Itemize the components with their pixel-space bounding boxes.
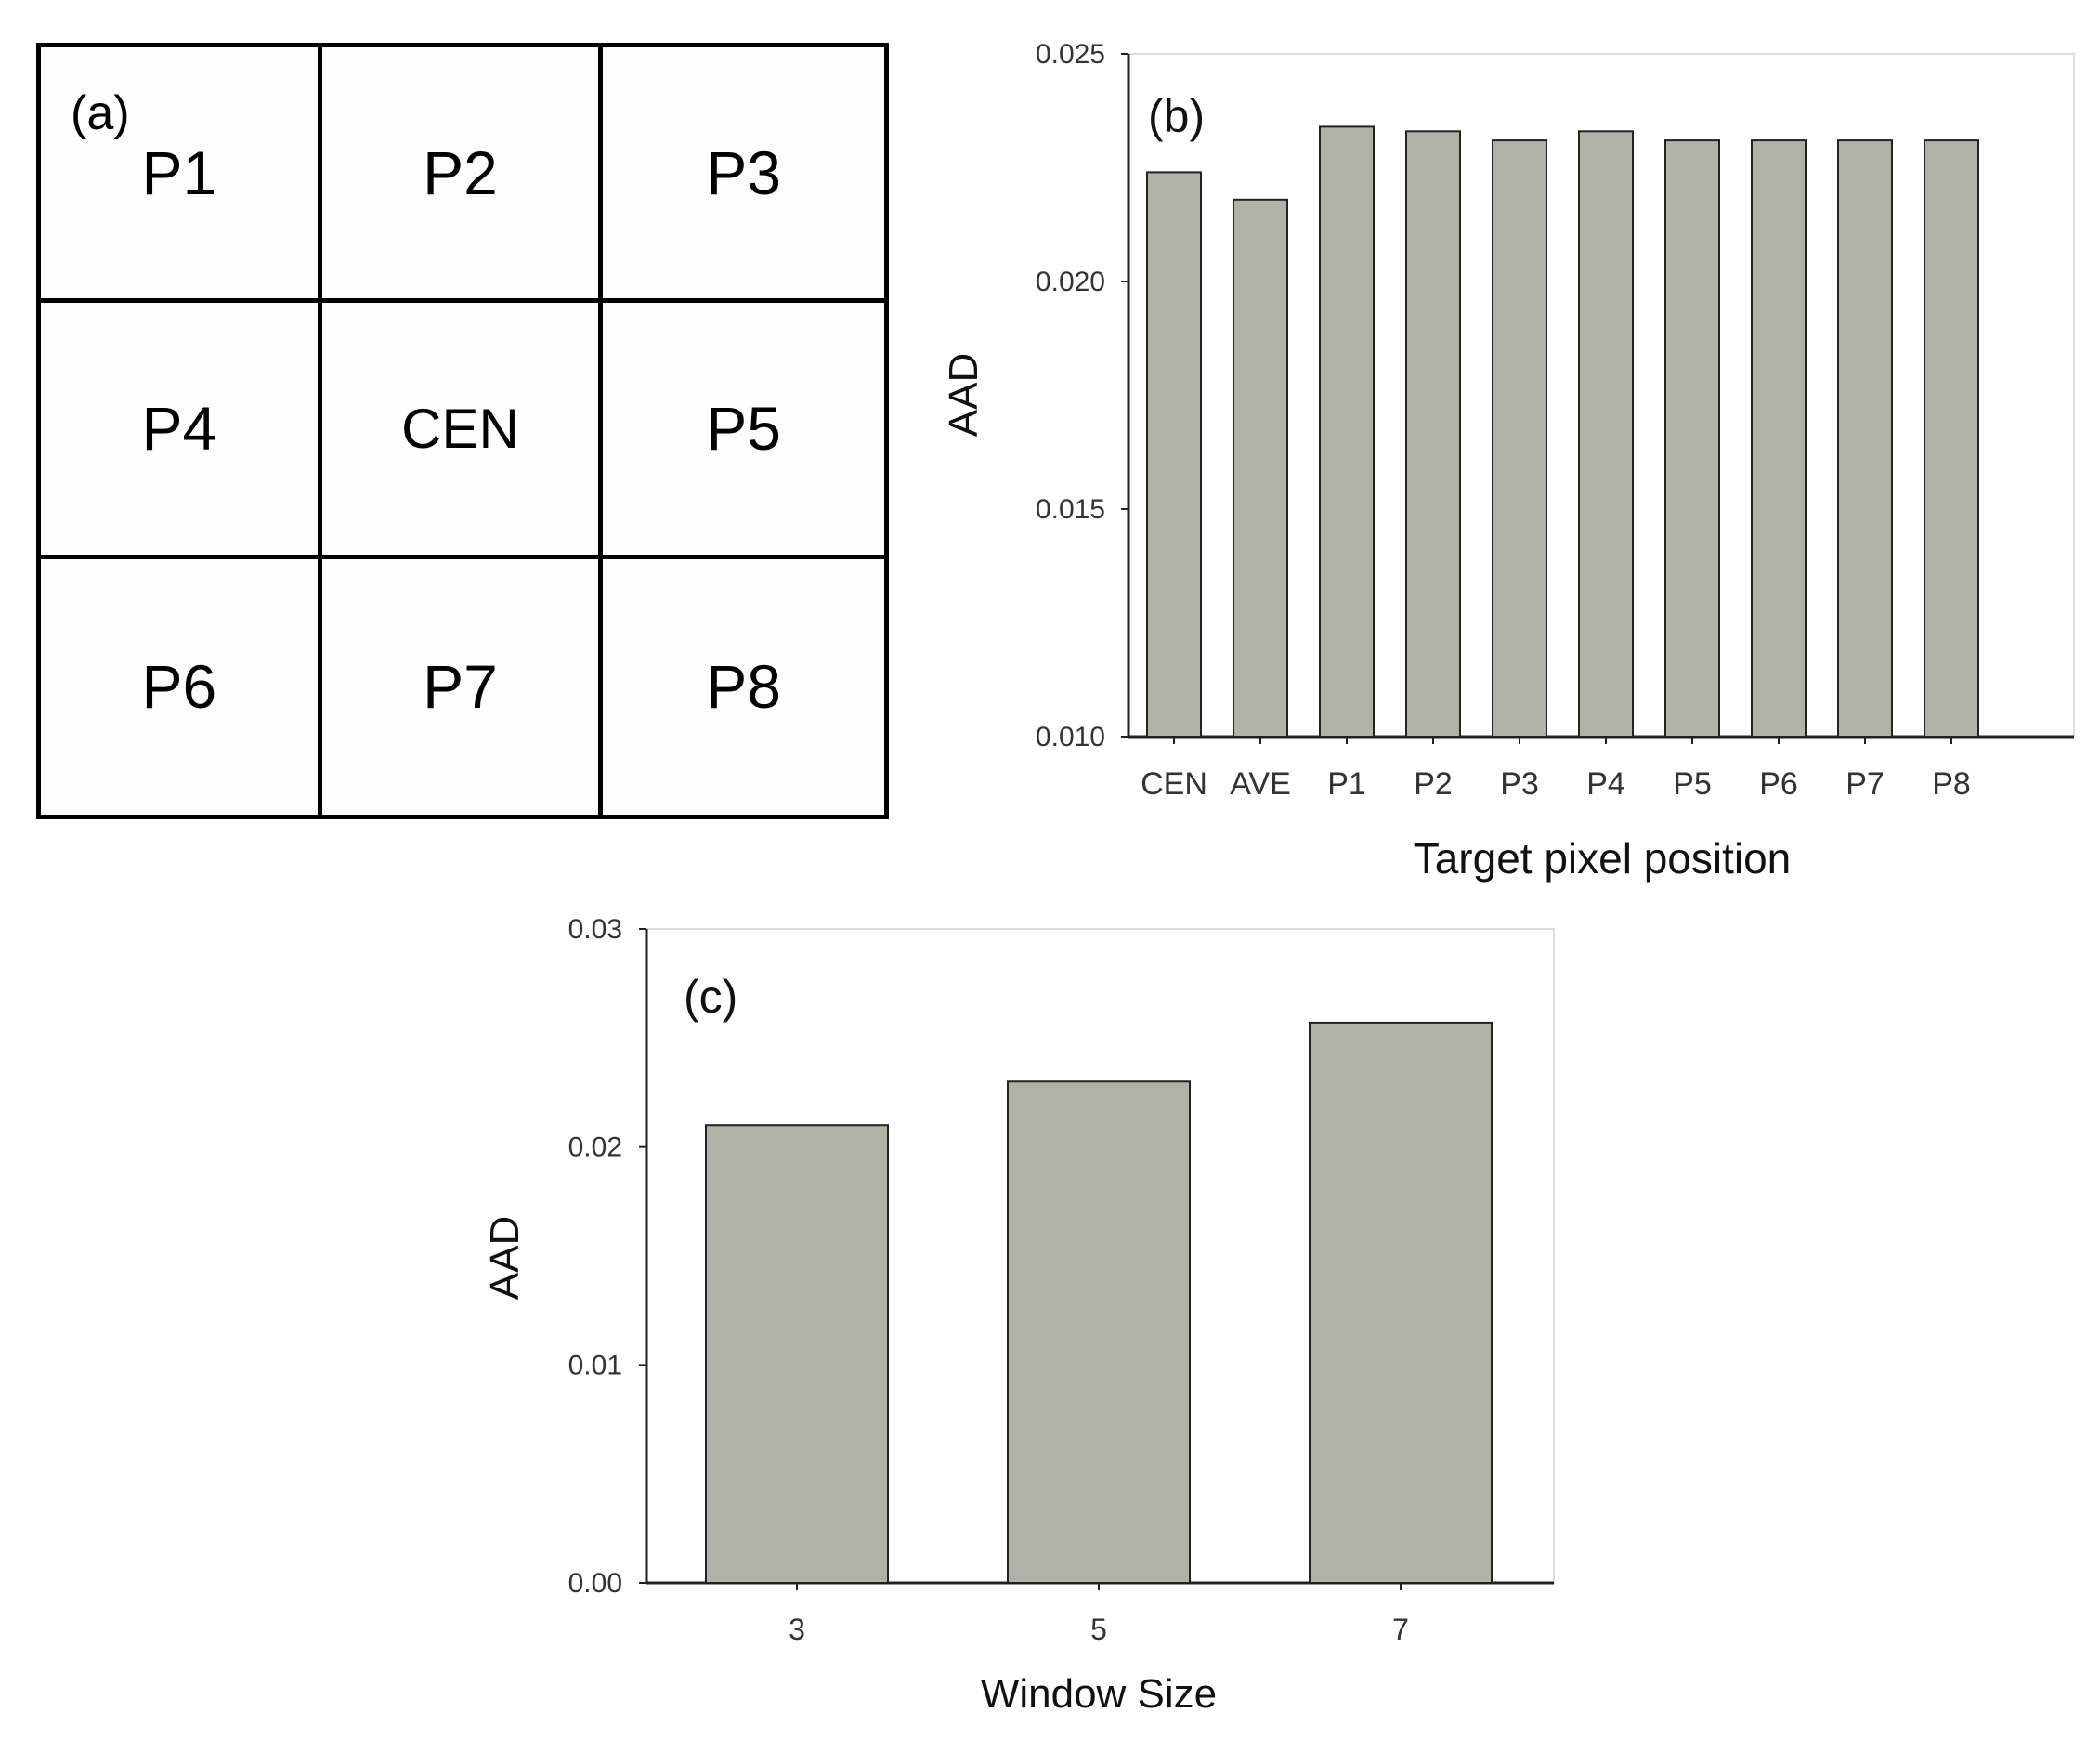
panel-label: (b) (1148, 90, 1205, 142)
x-tick-label: P3 (1500, 766, 1539, 802)
bar-3 (705, 1124, 889, 1584)
x-axis-label: Window Size (981, 1671, 1217, 1717)
grid-cell: P2 (321, 47, 604, 304)
bar-p1 (1319, 125, 1375, 738)
bar-cen (1146, 171, 1202, 738)
bar-5 (1007, 1080, 1191, 1585)
grid-cell: P1 (41, 47, 322, 304)
x-tick-label: P2 (1414, 766, 1453, 802)
x-tick-label: CEN (1141, 766, 1207, 802)
pixel-grid: P1 P2 P3 P4 CEN P5 P6 P7 P8 (36, 43, 889, 819)
grid-cell: P8 (603, 558, 884, 815)
y-tick-label: 0.01 (568, 1350, 622, 1380)
y-axis-label: AAD (941, 353, 986, 437)
x-tick-label: 3 (789, 1613, 805, 1646)
y-axis-label: AAD (482, 1216, 528, 1300)
x-tick-label: P8 (1932, 766, 1971, 802)
grid-cell: P3 (603, 47, 884, 304)
x-tick-label: P1 (1327, 766, 1366, 802)
bar-p6 (1751, 139, 1807, 739)
bar-p8 (1924, 139, 1979, 739)
x-tick-label: 5 (1090, 1613, 1107, 1646)
bar-p3 (1492, 139, 1547, 739)
bar-ave (1233, 198, 1288, 739)
grid-cell: P5 (603, 303, 884, 559)
x-tick-label: AVE (1230, 766, 1291, 802)
y-tick-label: 0.00 (568, 1568, 622, 1599)
grid-cell: P6 (41, 558, 322, 815)
grid-cell-center: CEN (321, 303, 604, 559)
y-tick-label: 0.015 (1036, 494, 1105, 525)
bar-7 (1309, 1021, 1493, 1584)
bar-p4 (1578, 130, 1634, 739)
y-tick-label: 0.025 (1036, 39, 1105, 70)
bar-p7 (1837, 139, 1893, 739)
x-tick-label: P4 (1586, 766, 1625, 802)
x-tick-label: P5 (1673, 766, 1712, 802)
x-tick-label: 7 (1392, 1613, 1409, 1646)
grid-cell: P7 (321, 558, 604, 815)
y-tick-label: 0.02 (568, 1132, 622, 1163)
y-tick-label: 0.010 (1036, 722, 1105, 752)
bar-p5 (1664, 139, 1720, 739)
panel-label: (c) (684, 971, 737, 1023)
x-tick-label: P6 (1759, 766, 1798, 802)
panel-a-label: (a) (71, 86, 130, 140)
x-tick-label: P7 (1846, 766, 1885, 802)
y-tick-label: 0.03 (568, 914, 622, 945)
y-tick-label: 0.020 (1036, 267, 1105, 297)
x-axis-label: Target pixel position (1414, 834, 1792, 883)
grid-cell: P4 (41, 303, 322, 559)
bar-p2 (1405, 130, 1461, 739)
